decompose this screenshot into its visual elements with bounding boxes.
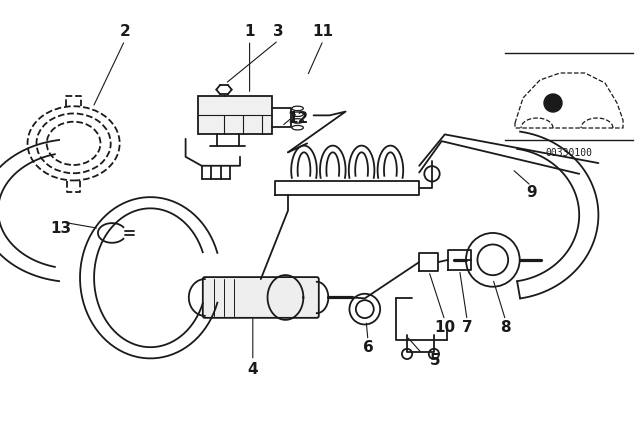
Text: 8: 8 [500, 319, 511, 335]
Text: 9: 9 [526, 185, 536, 200]
Text: 5: 5 [430, 353, 440, 368]
Text: 11: 11 [313, 24, 333, 39]
Text: 00330100: 00330100 [545, 148, 593, 158]
Text: 13: 13 [50, 221, 72, 236]
Text: 12: 12 [287, 111, 308, 126]
Text: 7: 7 [462, 319, 472, 335]
Text: 2: 2 [120, 24, 130, 39]
FancyBboxPatch shape [198, 96, 272, 134]
Text: 3: 3 [273, 24, 284, 39]
Text: 1: 1 [244, 24, 255, 39]
Text: 10: 10 [434, 319, 456, 335]
Text: 6: 6 [363, 340, 373, 355]
Circle shape [544, 94, 562, 112]
FancyBboxPatch shape [203, 277, 319, 318]
Text: 4: 4 [248, 362, 258, 377]
